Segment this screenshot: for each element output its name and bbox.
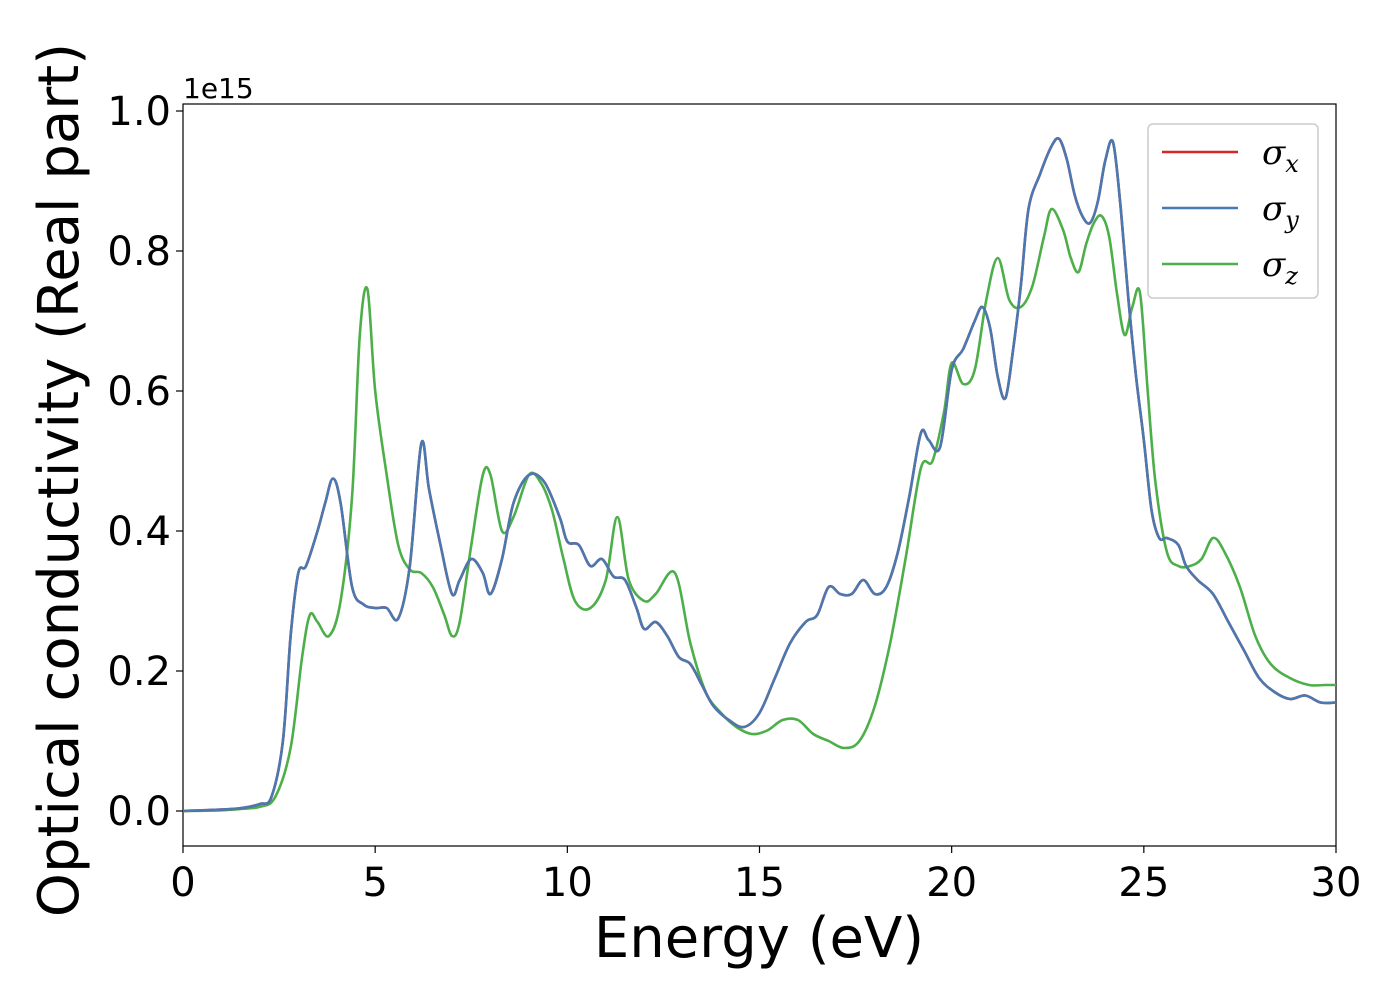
x-tick-label: 0	[170, 860, 195, 906]
x-tick-label: 20	[926, 860, 977, 906]
x-tick-label: 5	[362, 860, 387, 906]
legend-box	[1147, 123, 1319, 299]
y-tick-label: 0.2	[107, 649, 171, 695]
y-tick-label: 0.4	[107, 509, 171, 555]
series-line-z	[182, 207, 1336, 813]
y-tick-label: 1.0	[107, 89, 171, 135]
y-axis-ticks: 0.0 0.2 0.4 0.6 0.8 1.0	[107, 89, 183, 835]
x-tick-label: 25	[1118, 860, 1169, 906]
y-offset-label: 1e15	[183, 72, 254, 105]
y-tick-label: 0.8	[107, 229, 171, 275]
series-line-y	[182, 137, 1337, 813]
x-tick-label: 10	[542, 860, 593, 906]
x-axis-label: Energy (eV)	[594, 906, 924, 971]
y-tick-label: 0.0	[107, 789, 171, 835]
plot-area	[182, 103, 1337, 847]
x-tick-label: 15	[734, 860, 785, 906]
y-tick-label: 0.6	[107, 369, 171, 415]
x-axis-ticks: 0 5 10 15 20 25 30	[170, 846, 1361, 906]
y-axis-label: Optical conductivity (Real part)	[27, 43, 92, 917]
series-layer	[182, 137, 1337, 813]
x-tick-label: 30	[1311, 860, 1362, 906]
